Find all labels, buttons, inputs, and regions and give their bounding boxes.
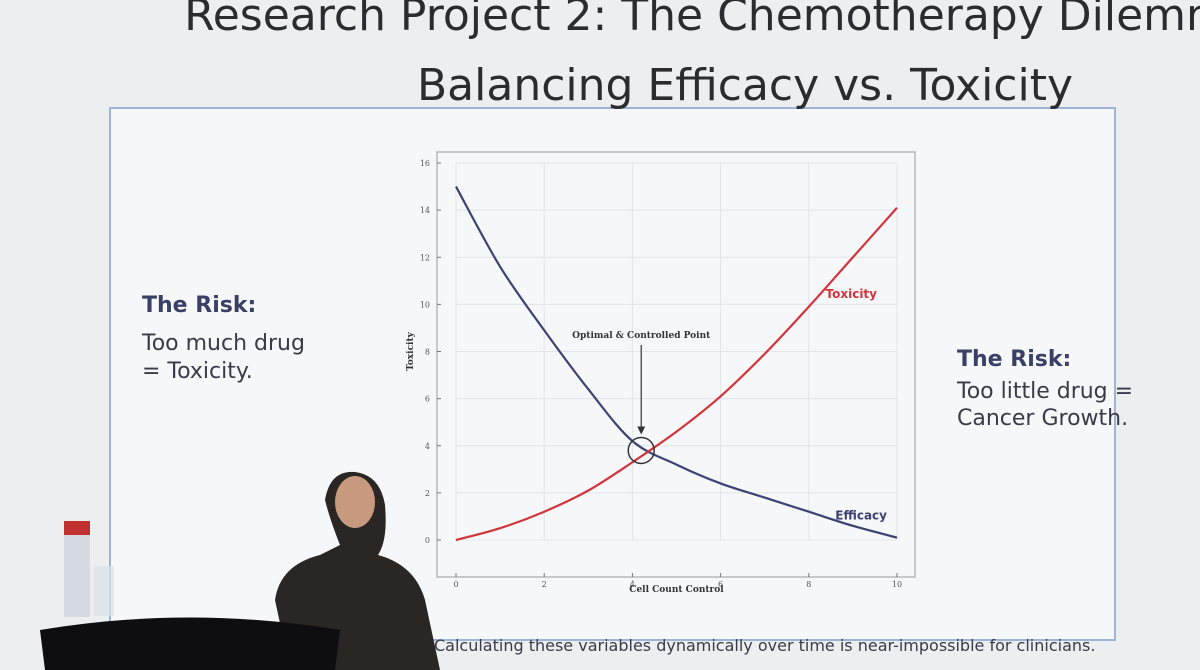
right-line: Too little drug = [956, 379, 1133, 404]
podium [40, 617, 340, 670]
right-heading: The Risk: [957, 347, 1071, 372]
speaker [275, 471, 440, 670]
foreground [40, 471, 440, 670]
glass [94, 566, 114, 616]
x-tick-label: 6 [718, 580, 723, 589]
slide-title: Research Project 2: The Chemotherapy Dil… [184, 0, 1200, 41]
annotation-text: Optimal & Controlled Point [572, 331, 711, 341]
x-axis-label: Cell Count Control [629, 585, 724, 595]
x-tick-label: 4 [630, 580, 635, 589]
left-line: Too much drug [141, 331, 305, 356]
bottle-cap [64, 521, 90, 535]
x-tick-label: 2 [542, 580, 547, 589]
y-tick-label: 6 [425, 395, 430, 404]
caption: Calculating these variables dynamically … [434, 636, 1095, 655]
x-tick-label: 10 [892, 580, 902, 589]
bottle [64, 525, 90, 617]
x-tick-label: 0 [453, 580, 458, 589]
plot-frame [436, 151, 916, 578]
series-label: Efficacy [835, 509, 887, 523]
y-tick-label: 12 [420, 253, 430, 262]
y-tick-label: 8 [425, 348, 430, 357]
right-line: Cancer Growth. [957, 406, 1128, 431]
left-line: = Toxicity. [142, 359, 253, 384]
chart: 0 2 4 6 8 10 12 14 16 0 2 4 6 8 10 Cell Count Control To… [406, 159, 902, 595]
series-line [455, 186, 898, 539]
arrow-head [637, 426, 646, 435]
y-tick-label: 2 [425, 489, 430, 498]
y-tick-label: 10 [420, 300, 430, 309]
slide-subtitle: Balancing Efficacy vs. Toxicity [417, 60, 1073, 111]
y-axis-label: Toxicity [406, 331, 416, 371]
series-line [455, 207, 898, 542]
x-tick-label: 8 [806, 580, 811, 589]
speaker-face [335, 476, 375, 528]
y-tick-label: 14 [420, 206, 430, 215]
y-tick-label: 4 [425, 442, 430, 451]
slide-frame [109, 107, 1116, 641]
left-heading: The Risk: [142, 293, 256, 318]
annotation-circle [627, 436, 655, 465]
series-label: Toxicity [826, 287, 878, 301]
y-tick-label: 0 [425, 536, 430, 545]
y-tick-label: 16 [420, 159, 430, 168]
